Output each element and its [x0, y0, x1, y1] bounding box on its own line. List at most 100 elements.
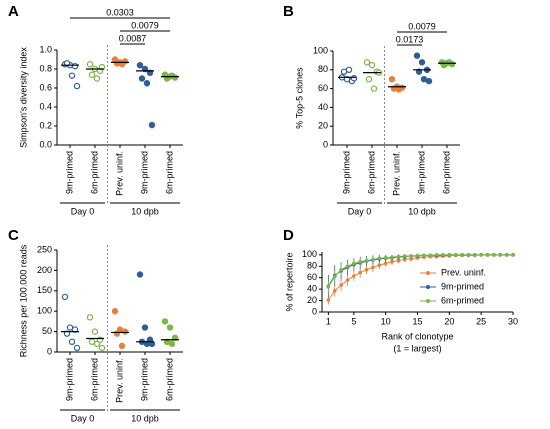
data-point	[441, 253, 445, 257]
legend-marker	[426, 271, 430, 275]
x-tick-label: 6m-primed	[164, 358, 174, 401]
data-point	[350, 75, 358, 82]
data-point	[428, 253, 433, 258]
y-tick-label: 80	[307, 261, 317, 271]
data-point	[148, 121, 156, 129]
legend-marker	[426, 285, 430, 289]
x-tick-label: 9m-primed	[416, 151, 426, 194]
data-point	[370, 85, 378, 92]
y-tick-label: 0.2	[39, 120, 52, 130]
legend-marker	[426, 299, 430, 303]
x-tick-label: Prev. uninf.	[391, 151, 401, 196]
data-point	[390, 259, 394, 264]
data-point	[492, 253, 496, 257]
data-point	[111, 308, 119, 315]
x-tick-label: 25	[476, 316, 486, 326]
y-tick-label: 100	[37, 306, 52, 316]
x-axis-label: (1 = largest)	[393, 343, 441, 353]
data-point	[88, 71, 96, 78]
data-point	[365, 75, 373, 83]
data-point	[371, 265, 375, 270]
data-point	[143, 80, 151, 87]
data-point	[396, 258, 401, 263]
data-point	[368, 61, 376, 69]
y-tick-label: 100	[313, 45, 328, 55]
x-tick-label: 6m-primed	[366, 151, 376, 194]
x-tick-label: 20	[444, 316, 454, 326]
y-tick-label: 0	[323, 139, 328, 149]
data-point	[388, 75, 396, 83]
data-point	[460, 253, 464, 257]
data-point	[141, 324, 149, 331]
data-point	[68, 72, 76, 79]
x-tick-label: 9m-primed	[64, 151, 74, 194]
x-tick-label: 5	[351, 316, 356, 326]
data-point	[447, 253, 452, 257]
data-point	[98, 344, 106, 352]
p-value: 0.0087	[119, 33, 147, 43]
data-point	[166, 324, 174, 331]
data-point	[332, 289, 337, 293]
y-tick-label: 50	[42, 326, 52, 336]
y-tick-label: 0.4	[39, 101, 52, 111]
data-point	[345, 264, 350, 269]
data-point	[113, 60, 121, 67]
data-point	[453, 253, 458, 257]
data-point	[93, 340, 101, 348]
data-point	[345, 66, 353, 74]
data-point	[326, 285, 331, 289]
x-axis-label: Rank of clonotype	[381, 331, 453, 341]
data-point	[418, 59, 426, 66]
p-value: 0.0079	[408, 21, 436, 31]
data-point	[345, 278, 350, 282]
data-point	[377, 263, 382, 267]
data-point	[168, 72, 176, 79]
data-point	[383, 255, 388, 260]
x-tick-label: 1	[326, 316, 331, 326]
y-axis-label: % of repertoire	[284, 252, 294, 311]
data-point	[163, 75, 171, 82]
y-tick-label: 1.0	[39, 44, 52, 54]
data-point	[511, 253, 515, 257]
group-label: Day 0	[348, 206, 372, 216]
x-tick-label: Prev. uninf.	[114, 151, 124, 196]
y-tick-label: 20	[307, 295, 317, 305]
data-point	[363, 59, 371, 66]
data-point	[402, 254, 407, 258]
p-value: 0.0173	[396, 34, 424, 44]
group-label: 10 dpb	[131, 206, 159, 216]
y-axis-label: % Top-5 clones	[294, 67, 304, 129]
data-point	[118, 61, 126, 68]
data-point	[504, 253, 509, 257]
legend-label: 6m-primed	[441, 295, 484, 305]
series-line	[327, 254, 513, 301]
data-point	[61, 293, 69, 301]
y-tick-label: 20	[318, 121, 328, 131]
data-point	[415, 253, 420, 258]
data-point	[352, 274, 356, 278]
data-point	[339, 283, 343, 287]
x-tick-label: 15	[412, 316, 422, 326]
x-tick-label: 9m-primed	[139, 358, 149, 401]
data-point	[396, 254, 401, 259]
data-point	[409, 254, 413, 258]
data-point	[466, 253, 471, 257]
group-label: 10 dpb	[408, 206, 436, 216]
data-point	[168, 340, 176, 348]
y-tick-label: 0.8	[39, 63, 52, 73]
data-point	[118, 342, 126, 350]
data-point	[326, 298, 331, 302]
data-point	[377, 256, 382, 261]
y-tick-label: 0	[47, 346, 52, 356]
data-point	[86, 61, 94, 68]
panel-letter: B	[283, 3, 294, 20]
data-point	[91, 328, 99, 335]
data-point	[161, 318, 169, 325]
data-point	[383, 261, 388, 266]
group-label: Day 0	[71, 413, 95, 423]
data-point	[358, 259, 363, 264]
y-tick-label: 150	[37, 285, 52, 295]
p-value: 0.0079	[131, 20, 159, 30]
p-value: 0.0303	[106, 7, 134, 17]
